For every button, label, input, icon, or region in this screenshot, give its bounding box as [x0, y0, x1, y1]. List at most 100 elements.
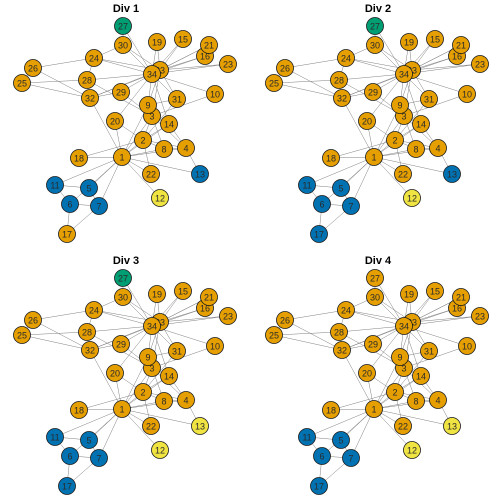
- node-label: 18: [326, 406, 336, 416]
- node-circle: [342, 197, 360, 215]
- node-18: 18: [70, 401, 88, 419]
- node-15: 15: [174, 30, 192, 48]
- node-27: 27: [366, 17, 384, 35]
- edge-1-7: [98, 156, 123, 207]
- node-circle: [358, 112, 376, 130]
- node-label: 1: [119, 405, 124, 415]
- node-label: 21: [456, 41, 466, 51]
- edge-28-34: [86, 325, 153, 333]
- node-20: 20: [106, 112, 124, 130]
- node-circle: [366, 36, 384, 54]
- node-circle: [151, 441, 169, 459]
- node-label: 1: [371, 405, 376, 415]
- node-6: 6: [313, 195, 331, 213]
- node-circle: [403, 189, 421, 207]
- node-label: 7: [96, 454, 101, 464]
- node-circle: [412, 115, 430, 133]
- node-circle: [443, 165, 461, 183]
- node-circle: [139, 348, 157, 366]
- node-label: 19: [404, 290, 414, 300]
- node-7: 7: [90, 197, 108, 215]
- panel-title: Div 2: [365, 3, 391, 15]
- node-circle: [151, 189, 169, 207]
- node-circle: [177, 391, 195, 409]
- node-13: 13: [191, 417, 209, 435]
- node-circle: [458, 85, 476, 103]
- node-label: 11: [302, 433, 311, 443]
- node-7: 7: [342, 197, 360, 215]
- edge-25-32: [273, 82, 343, 99]
- node-circle: [58, 477, 76, 495]
- node-label: 3: [401, 364, 406, 374]
- node-32: 32: [81, 341, 99, 359]
- node-9: 9: [139, 348, 157, 366]
- node-circle: [58, 225, 76, 243]
- node-circle: [148, 285, 166, 303]
- node-circle: [24, 311, 42, 329]
- edge-1-11: [306, 408, 375, 438]
- node-label: 21: [204, 293, 214, 303]
- node-circle: [148, 33, 166, 51]
- edge-1-13: [121, 408, 201, 427]
- node-circle: [407, 392, 425, 410]
- node-circle: [70, 149, 88, 167]
- node-label: 2: [392, 388, 397, 398]
- edge-1-12: [373, 408, 413, 451]
- node-32: 32: [81, 89, 99, 107]
- node-circle: [420, 90, 438, 108]
- node-label: 25: [269, 331, 279, 341]
- edge-20-34: [366, 325, 405, 374]
- node-label: 31: [424, 95, 434, 105]
- edge-1-13: [121, 156, 201, 175]
- node-label: 32: [337, 94, 347, 104]
- node-label: 15: [178, 35, 188, 45]
- node-label: 28: [82, 76, 92, 86]
- node-label: 21: [204, 41, 214, 51]
- node-circle: [330, 323, 348, 341]
- node-2: 2: [386, 383, 404, 401]
- node-circle: [265, 326, 283, 344]
- node-20: 20: [358, 112, 376, 130]
- node-circle: [206, 85, 224, 103]
- node-26: 26: [276, 59, 294, 77]
- node-circle: [313, 447, 331, 465]
- edge-1-12: [121, 156, 161, 199]
- edge-1-7: [98, 408, 123, 459]
- edge-25-28: [21, 79, 88, 84]
- node-circle: [310, 477, 328, 495]
- node-label: 29: [368, 340, 378, 350]
- node-circle: [443, 417, 461, 435]
- node-6: 6: [61, 447, 79, 465]
- node-circle: [61, 195, 79, 213]
- node-label: 20: [110, 117, 120, 127]
- node-circle: [85, 49, 103, 67]
- node-circle: [342, 449, 360, 467]
- edge-1-11: [54, 156, 123, 186]
- edge-23-33: [159, 315, 229, 323]
- node-28: 28: [330, 71, 348, 89]
- node-label: 17: [62, 482, 72, 492]
- node-label: 7: [348, 454, 353, 464]
- edge-28-34: [338, 325, 405, 333]
- node-circle: [112, 335, 130, 353]
- node-circle: [366, 17, 384, 35]
- node-label: 8: [161, 397, 166, 407]
- edge-1-12: [373, 156, 413, 199]
- edge-20-34: [366, 73, 405, 122]
- node-label: 2: [140, 136, 145, 146]
- edge-1-7: [350, 408, 375, 459]
- node-label: 7: [348, 202, 353, 212]
- edge-1-7: [350, 156, 375, 207]
- node-21: 21: [452, 288, 470, 306]
- node-circle: [313, 195, 331, 213]
- node-label: 13: [195, 422, 205, 432]
- node-label: 8: [413, 145, 418, 155]
- edge-25-28: [21, 331, 88, 336]
- panel-title: Div 3: [113, 255, 139, 267]
- node-27: 27: [114, 269, 132, 287]
- node-12: 12: [151, 189, 169, 207]
- node-circle: [337, 301, 355, 319]
- node-circle: [113, 148, 131, 166]
- node-26: 26: [24, 311, 42, 329]
- node-label: 1: [371, 153, 376, 163]
